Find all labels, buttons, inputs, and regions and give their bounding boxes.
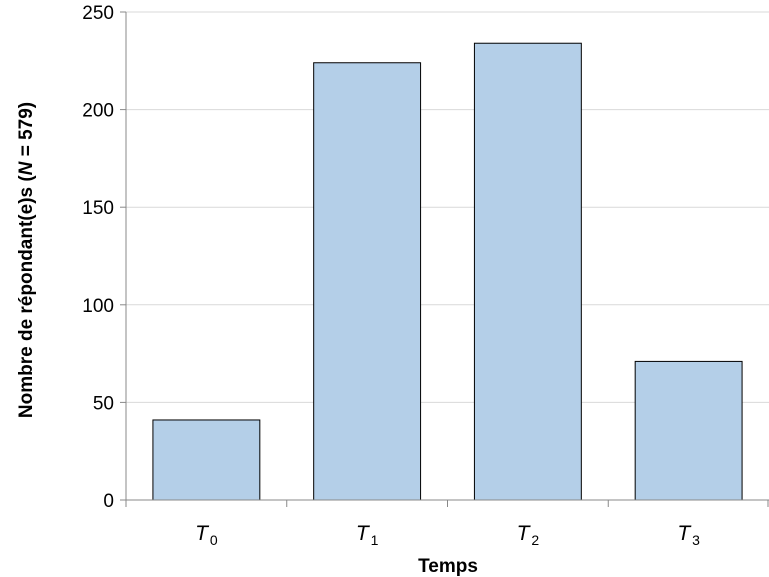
x-tick-label-main: T [356, 522, 371, 545]
bar [152, 419, 261, 501]
y-axis-title-suffix: = 579) [16, 102, 37, 162]
y-tick-label: 250 [82, 3, 114, 24]
y-tick-label: 150 [82, 198, 114, 219]
y-tick-labels: 0 50 100 150 200 250 [82, 3, 114, 512]
y-axis-title-prefix: Nombre de répondant(e)s ( [16, 175, 37, 418]
y-tick-label: 200 [82, 101, 114, 122]
y-tick-label: 50 [93, 393, 114, 414]
x-tick-label-main: T [517, 522, 532, 545]
x-tick-label-subscript: 1 [371, 532, 379, 548]
x-tick-label-subscript: 0 [210, 532, 218, 548]
axes [120, 11, 769, 507]
y-axis-title: Nombre de répondant(e)s (N = 579) [16, 102, 37, 418]
x-tick-label-subscript: 3 [692, 532, 700, 548]
bar [473, 42, 582, 501]
y-tick-label: 0 [103, 491, 114, 512]
gridlines [126, 11, 769, 403]
y-axis-title-italic: N [16, 160, 37, 175]
bars [152, 42, 743, 501]
x-tick-label-main: T [195, 522, 210, 545]
x-tick-label-main: T [677, 522, 692, 545]
x-axis-title: Temps [418, 556, 478, 577]
x-tick-label-subscript: 2 [531, 532, 539, 548]
bar [313, 62, 422, 501]
y-tick-label: 100 [82, 296, 114, 317]
bar [634, 360, 743, 501]
